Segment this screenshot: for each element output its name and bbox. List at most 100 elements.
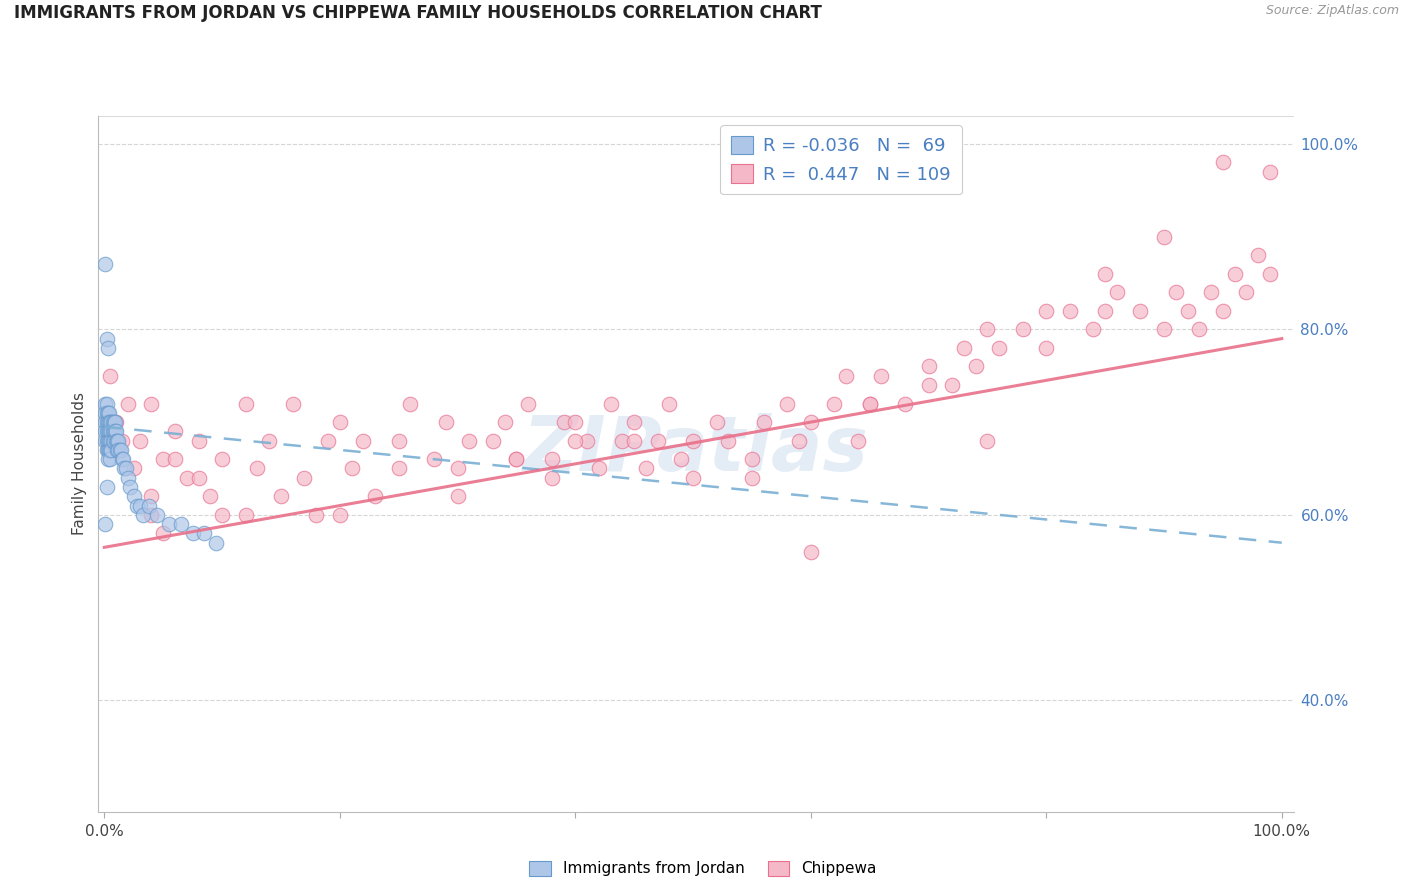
Point — [976, 322, 998, 336]
Point — [917, 359, 939, 374]
Point — [97, 442, 120, 457]
Point — [98, 434, 121, 448]
Point — [787, 434, 810, 448]
Point — [517, 396, 540, 410]
Point — [741, 452, 763, 467]
Point — [98, 425, 121, 439]
Point — [329, 508, 352, 522]
Point — [235, 396, 257, 410]
Point — [752, 415, 775, 429]
Point — [96, 434, 118, 448]
Y-axis label: Family Households: Family Households — [72, 392, 87, 535]
Point — [94, 406, 117, 420]
Point — [181, 526, 204, 541]
Point — [1188, 322, 1211, 336]
Point — [211, 452, 233, 467]
Point — [1177, 303, 1199, 318]
Point — [505, 452, 527, 467]
Point — [163, 452, 186, 467]
Point — [176, 471, 198, 485]
Point — [94, 396, 117, 410]
Point — [976, 434, 998, 448]
Point — [98, 415, 121, 429]
Point — [97, 415, 120, 429]
Point — [1105, 285, 1128, 300]
Point — [122, 461, 145, 475]
Point — [101, 415, 124, 429]
Point — [187, 471, 209, 485]
Point — [776, 396, 799, 410]
Point — [235, 508, 257, 522]
Point — [270, 489, 292, 503]
Point — [105, 434, 128, 448]
Point — [894, 396, 917, 410]
Point — [612, 434, 634, 448]
Point — [107, 434, 129, 448]
Point — [96, 415, 118, 429]
Point — [364, 489, 387, 503]
Point — [193, 526, 215, 541]
Point — [94, 434, 117, 448]
Point — [97, 452, 120, 467]
Point — [988, 341, 1011, 355]
Point — [103, 415, 125, 429]
Point — [399, 396, 422, 410]
Point — [187, 434, 209, 448]
Point — [329, 415, 352, 429]
Point — [800, 415, 823, 429]
Point — [96, 425, 118, 439]
Point — [1236, 285, 1258, 300]
Point — [953, 341, 976, 355]
Point — [1212, 155, 1234, 169]
Point — [800, 545, 823, 559]
Point — [107, 442, 129, 457]
Point — [152, 452, 174, 467]
Point — [505, 452, 527, 467]
Point — [564, 415, 586, 429]
Point — [100, 415, 122, 429]
Point — [94, 517, 117, 532]
Text: IMMIGRANTS FROM JORDAN VS CHIPPEWA FAMILY HOUSEHOLDS CORRELATION CHART: IMMIGRANTS FROM JORDAN VS CHIPPEWA FAMIL… — [14, 4, 823, 22]
Point — [446, 489, 468, 503]
Text: ZIPatlas: ZIPatlas — [523, 413, 869, 487]
Point — [434, 415, 457, 429]
Point — [647, 434, 669, 448]
Point — [146, 508, 169, 522]
Point — [458, 434, 481, 448]
Point — [96, 480, 118, 494]
Point — [859, 396, 882, 410]
Point — [482, 434, 505, 448]
Point — [540, 471, 562, 485]
Point — [671, 452, 693, 467]
Point — [623, 415, 645, 429]
Point — [96, 406, 118, 420]
Point — [101, 434, 124, 448]
Point — [127, 499, 149, 513]
Point — [246, 461, 269, 475]
Point — [1035, 341, 1057, 355]
Point — [658, 396, 681, 410]
Point — [446, 461, 468, 475]
Point — [128, 434, 150, 448]
Point — [120, 480, 142, 494]
Point — [157, 517, 180, 532]
Point — [97, 434, 120, 448]
Point — [128, 499, 150, 513]
Point — [96, 442, 118, 457]
Point — [138, 499, 160, 513]
Point — [112, 452, 135, 467]
Point — [105, 434, 128, 448]
Point — [257, 434, 280, 448]
Point — [96, 396, 118, 410]
Point — [717, 434, 740, 448]
Point — [211, 508, 233, 522]
Point — [835, 368, 858, 383]
Point — [588, 461, 610, 475]
Point — [1153, 229, 1175, 244]
Point — [163, 425, 186, 439]
Point — [682, 471, 704, 485]
Point — [98, 442, 121, 457]
Point — [205, 535, 228, 549]
Point — [98, 415, 121, 429]
Point — [100, 425, 122, 439]
